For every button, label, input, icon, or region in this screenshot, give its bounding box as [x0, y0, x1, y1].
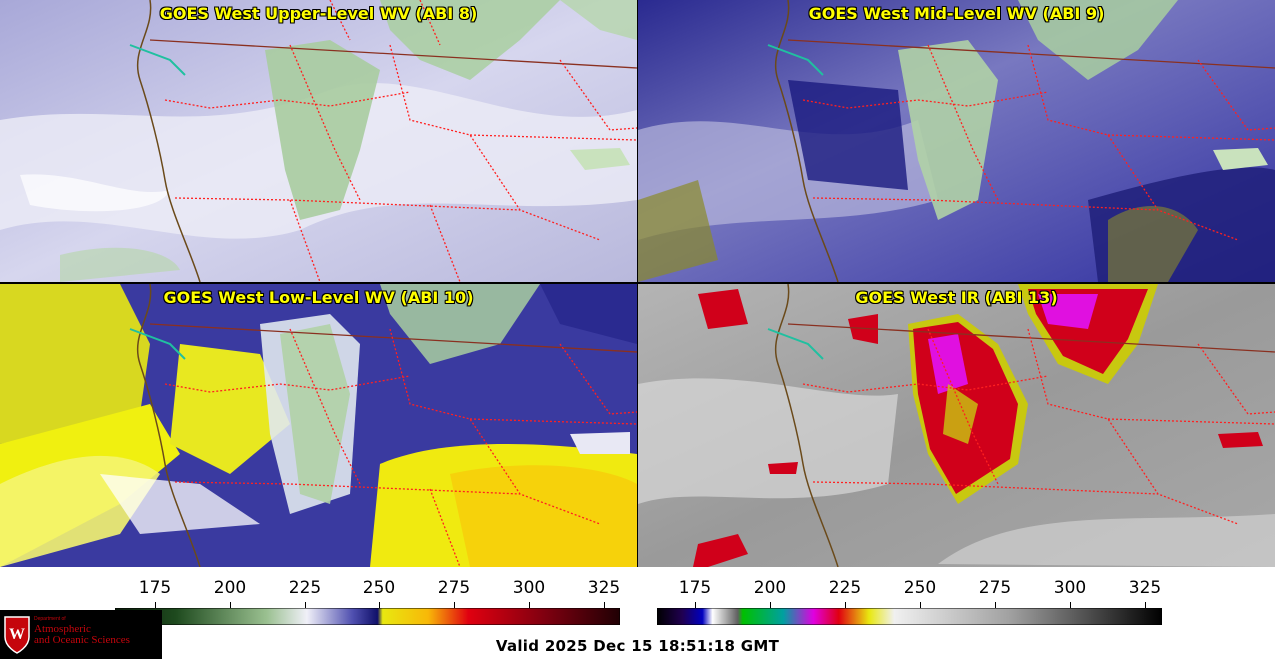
mid-level-wv-image [638, 0, 1275, 282]
logo-name-text: Atmospheric and Oceanic Sciences [34, 624, 130, 646]
wv-tick-label: 175 [138, 578, 172, 598]
horizontal-divider [0, 282, 1275, 284]
upper-level-wv-panel: GOES West Upper-Level WV (ABI 8) [0, 0, 637, 282]
ir-tick-label: 325 [1128, 578, 1162, 598]
ir-tick-label: 200 [753, 578, 787, 598]
ir-tick-mark [695, 602, 696, 608]
wv-tick-mark [305, 602, 306, 608]
wv-tick-label: 325 [587, 578, 621, 598]
wv-tick-label: 200 [213, 578, 247, 598]
upper-level-wv-title: GOES West Upper-Level WV (ABI 8) [159, 4, 478, 23]
uw-crest-icon: W [4, 616, 30, 654]
ir-tick-label: 225 [828, 578, 862, 598]
wv-tick-label: 225 [288, 578, 322, 598]
low-level-wv-panel: GOES West Low-Level WV (ABI 10) [0, 284, 637, 567]
wv-tick-mark [529, 602, 530, 608]
ir-image [638, 284, 1275, 567]
logo-line-atmospheric: Atmospheric [34, 623, 91, 635]
ir-tick-mark [1145, 602, 1146, 608]
wv-tick-mark [379, 602, 380, 608]
wv-tick-mark [230, 602, 231, 608]
wv-tick-label: 300 [512, 578, 546, 598]
valid-time: Valid 2025 Dec 15 18:51:18 GMT [495, 637, 780, 655]
ir-tick-mark [770, 602, 771, 608]
ir-panel: GOES West IR (ABI 13) [638, 284, 1275, 567]
wv-tick-label: 275 [437, 578, 471, 598]
low-level-wv-image [0, 284, 637, 567]
wv-tick-label: 250 [362, 578, 396, 598]
upper-level-wv-image [0, 0, 637, 282]
crest-letter: W [9, 626, 25, 643]
wv-tick-mark [155, 602, 156, 608]
wv-tick-mark [604, 602, 605, 608]
aos-logo: W Department of Atmospheric and Oceanic … [0, 610, 162, 659]
ir-tick-label: 250 [903, 578, 937, 598]
logo-department-text: Department of [34, 616, 66, 622]
ir-colorbar-strip [657, 608, 1162, 625]
ir-tick-label: 300 [1053, 578, 1087, 598]
low-level-wv-title: GOES West Low-Level WV (ABI 10) [163, 288, 474, 307]
ir-tick-mark [920, 602, 921, 608]
wv-colorbar-strip [115, 608, 620, 625]
ir-tick-label: 175 [678, 578, 712, 598]
ir-title: GOES West IR (ABI 13) [855, 288, 1058, 307]
mid-level-wv-panel: GOES West Mid-Level WV (ABI 9) [638, 0, 1275, 282]
logo-line-oceanic: and Oceanic Sciences [34, 634, 130, 646]
ir-tick-mark [1070, 602, 1071, 608]
mid-level-wv-title: GOES West Mid-Level WV (ABI 9) [808, 4, 1105, 23]
ir-tick-mark [845, 602, 846, 608]
ir-tick-mark [995, 602, 996, 608]
wv-tick-mark [454, 602, 455, 608]
ir-tick-label: 275 [978, 578, 1012, 598]
